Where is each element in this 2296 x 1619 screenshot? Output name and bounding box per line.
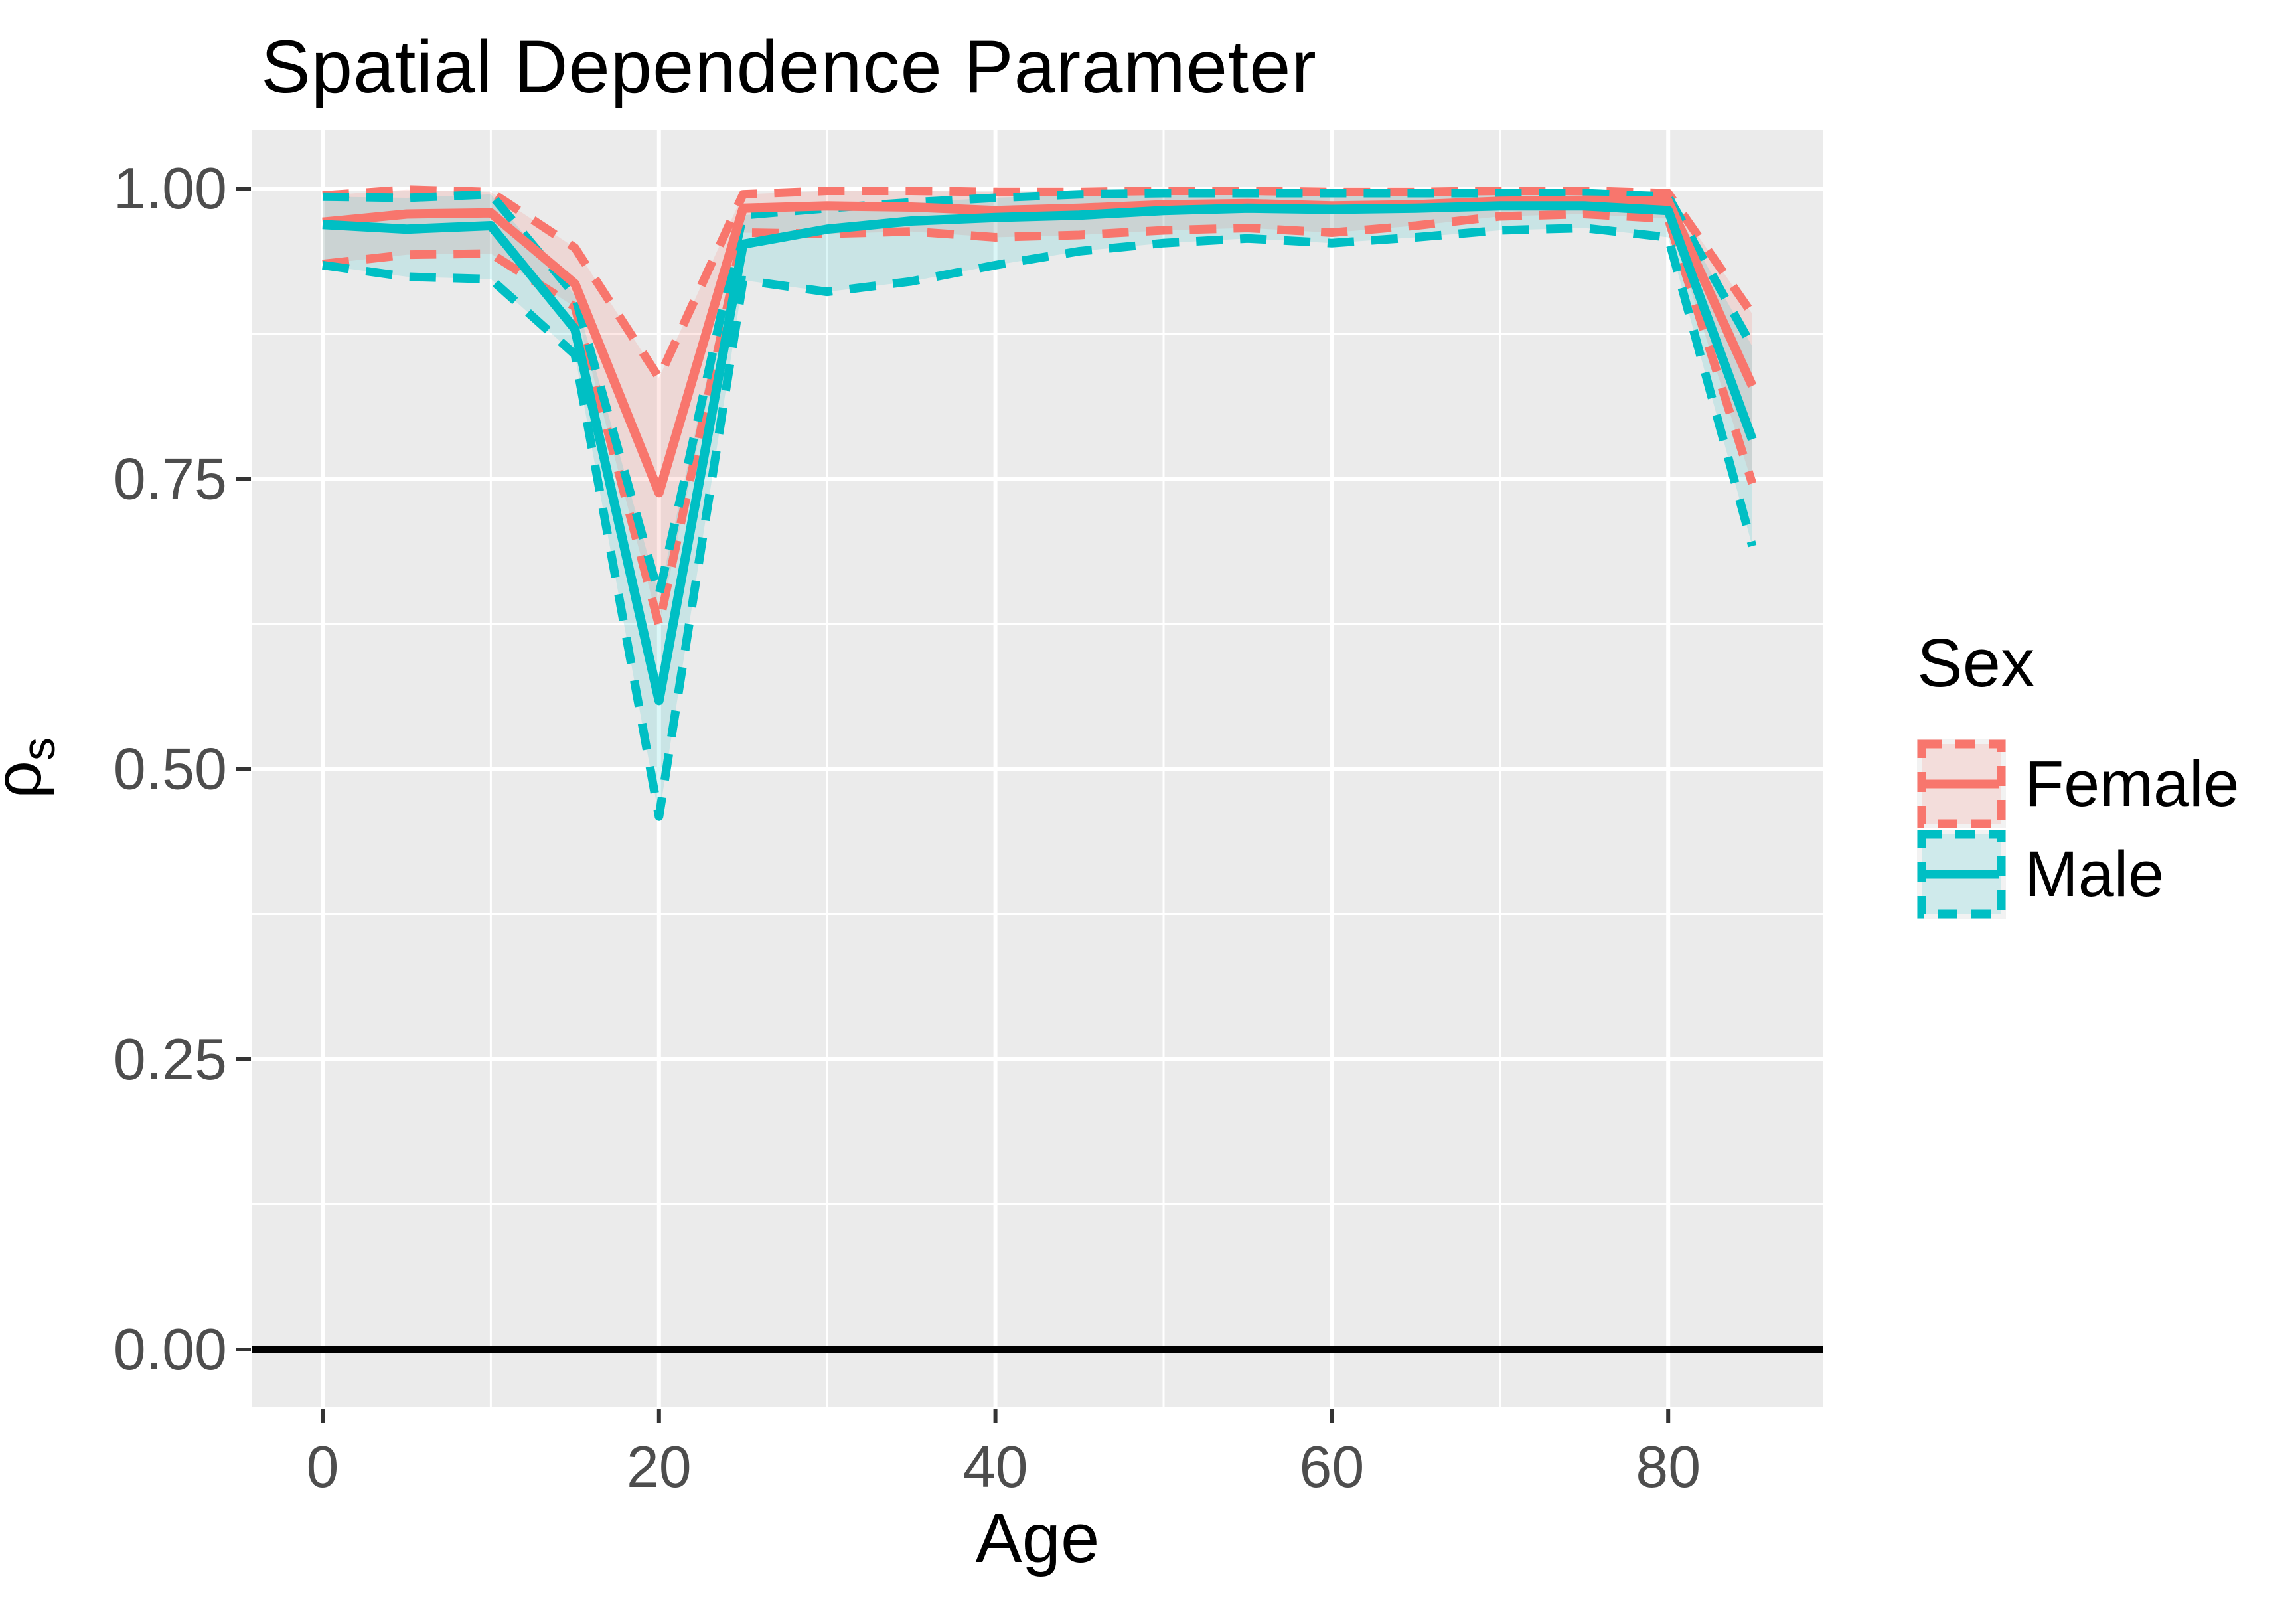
x-axis-title: Age xyxy=(975,1500,1100,1577)
estimate-line-female xyxy=(322,195,1757,498)
legend-key-female-icon xyxy=(1917,739,2006,828)
y-axis-title-subscript: s xyxy=(12,737,64,761)
legend-key-male-icon xyxy=(1917,830,2006,919)
x-tick-label: 0 xyxy=(307,1434,339,1500)
legend-label-female: Female xyxy=(2025,747,2240,820)
y-tick-label: 0.50 xyxy=(114,736,227,802)
x-tick-label: 80 xyxy=(1636,1434,1701,1500)
y-tick-label: 1.00 xyxy=(114,155,227,221)
estimate-line-male xyxy=(322,201,1757,706)
legend-entry-female: Female xyxy=(1917,739,2239,829)
ribbon-male xyxy=(323,193,1752,817)
lower-bound-male xyxy=(322,223,1757,821)
y-axis-title-base: ρ xyxy=(0,761,55,799)
x-tick-label: 60 xyxy=(1299,1434,1364,1500)
plot-title: Spatial Dependence Parameter xyxy=(261,25,1317,108)
legend-label-male: Male xyxy=(2025,838,2165,910)
legend: Sex Female Male xyxy=(1917,624,2239,919)
y-tick-label: 0.25 xyxy=(114,1026,227,1092)
y-tick-label: 0.75 xyxy=(114,445,227,511)
y-axis-title: ρs xyxy=(0,737,65,799)
x-tick-label: 20 xyxy=(627,1434,692,1500)
lower-bound-female xyxy=(322,209,1757,630)
x-tick-label: 40 xyxy=(963,1434,1028,1500)
legend-entry-male: Male xyxy=(1917,829,2239,919)
upper-bound-male xyxy=(322,189,1756,599)
legend-title: Sex xyxy=(1917,625,2035,701)
y-tick-label: 0.00 xyxy=(114,1316,227,1382)
